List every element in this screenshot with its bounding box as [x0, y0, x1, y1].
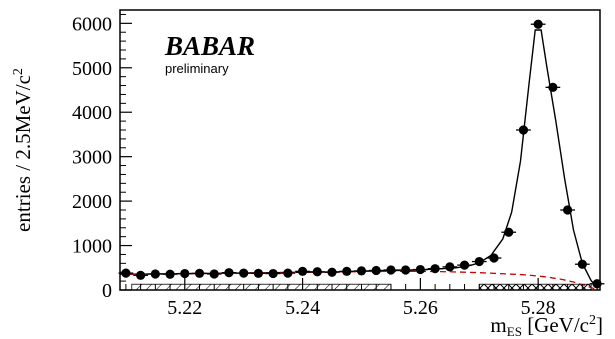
data-point-13	[297, 266, 308, 276]
data-point-16	[342, 266, 352, 276]
data-point-29	[533, 19, 543, 29]
data-point-15	[327, 267, 337, 277]
x-axis-label-unit-exponent: 2	[589, 313, 596, 328]
x-tick-label: 5.26	[403, 297, 438, 319]
data-point-4	[165, 269, 175, 279]
y-axis-label-text: entries / 2.5MeV/c	[11, 75, 35, 232]
data-point-30	[548, 82, 558, 92]
x-tick-label: 5.28	[521, 297, 556, 319]
x-axis-label-unit: [GeV/c	[522, 313, 589, 337]
data-point-11	[268, 268, 278, 279]
y-tick-label: 0	[102, 280, 112, 302]
y-axis-label-exponent: 2	[11, 68, 26, 75]
hatched-band-2	[478, 283, 592, 291]
data-point-25	[474, 256, 484, 267]
data-point-32	[577, 259, 587, 269]
x-tick-label: 5.24	[285, 297, 320, 319]
data-point-8	[224, 268, 234, 278]
logo-text: BABAR	[164, 31, 255, 61]
data-point-10	[253, 268, 264, 278]
plot-frame	[119, 9, 601, 291]
y-tick-label: 3000	[72, 147, 112, 169]
y-tick-label: 5000	[72, 58, 112, 80]
data-point-20	[401, 265, 411, 275]
data-point-22	[430, 264, 440, 274]
data-point-14	[312, 267, 322, 277]
data-point-28	[518, 125, 529, 135]
y-tick-label: 2000	[72, 191, 112, 213]
data-points	[118, 19, 605, 289]
data-point-2	[136, 270, 146, 280]
x-axis-label-unit-close: ]	[596, 313, 603, 337]
data-point-23	[445, 262, 455, 272]
data-point-27	[504, 227, 514, 237]
data-point-24	[459, 260, 470, 270]
hatched-band-1	[131, 283, 392, 291]
data-point-6	[194, 268, 205, 278]
y-tick-label: 6000	[72, 13, 112, 35]
data-point-17	[356, 266, 367, 276]
x-axis-label-sub: ES	[507, 324, 522, 339]
data-point-9	[239, 268, 249, 278]
data-point-12	[283, 268, 293, 278]
y-tick-label: 1000	[72, 236, 112, 258]
data-point-21	[415, 264, 425, 275]
data-point-18	[371, 265, 381, 276]
x-axis-label-main: m	[490, 313, 506, 337]
y-axis-label: entries / 2.5MeV/c2	[11, 68, 35, 232]
y-tick-label: 4000	[72, 102, 112, 124]
data-point-5	[180, 268, 190, 279]
data-point-1	[121, 268, 131, 278]
data-point-31	[563, 205, 573, 215]
data-point-26	[489, 253, 499, 263]
data-point-19	[386, 265, 396, 275]
data-point-7	[209, 269, 219, 279]
logo-subtitle: preliminary	[165, 61, 229, 76]
data-point-3	[150, 269, 160, 279]
axis-ticks: 0 1000 2000 3000 4000 5000 6000 5.22 5.24 5.26 5.2…	[72, 13, 598, 319]
x-axis-label: mES [GeV/c2]	[490, 313, 603, 339]
x-tick-label: 5.22	[167, 297, 202, 319]
